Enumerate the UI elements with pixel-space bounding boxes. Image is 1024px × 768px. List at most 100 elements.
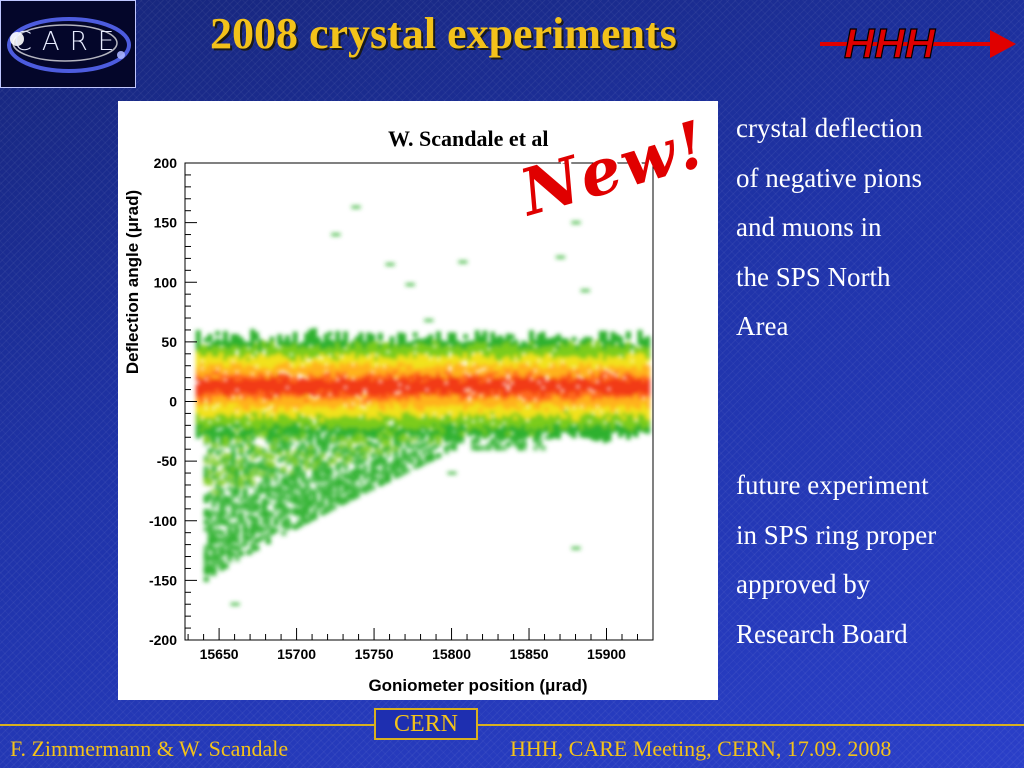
heatmap-cell: [296, 365, 302, 370]
heatmap-cell: [234, 402, 240, 407]
heatmap-tail-cell: [374, 451, 380, 457]
heatmap-cell: [300, 409, 306, 415]
heatmap-cell: [641, 385, 647, 390]
heatmap-tail-cell: [207, 469, 213, 475]
heatmap-outlier: [571, 546, 581, 550]
heatmap-tail-cell: [230, 448, 237, 454]
heatmap-cell: [509, 405, 515, 411]
heatmap-cell: [226, 430, 232, 436]
heatmap-tail-cell: [288, 476, 295, 482]
heatmap-cell: [598, 402, 604, 407]
heatmap-cell: [327, 399, 333, 405]
heatmap-cell: [254, 357, 259, 362]
heatmap-cell: [362, 416, 368, 421]
heatmap-cell: [261, 416, 267, 421]
heatmap-cell: [494, 401, 500, 407]
heatmap-cell: [598, 370, 604, 375]
heatmap-cell: [591, 414, 596, 420]
heatmap-tail-cell: [408, 451, 415, 457]
heatmap-cell: [529, 394, 534, 400]
heatmap-cell: [250, 382, 255, 388]
heatmap-cell: [385, 371, 391, 376]
heatmap-cell: [637, 365, 643, 371]
heatmap-cell: [544, 352, 550, 358]
heatmap-cell: [346, 361, 352, 367]
heatmap-cell: [211, 359, 217, 365]
heatmap-cell: [606, 408, 612, 413]
heatmap-cell: [521, 383, 527, 389]
heatmap-cell: [292, 364, 298, 369]
heatmap-tail-cell: [296, 511, 302, 517]
side-text-1-line: Area: [736, 311, 789, 341]
heatmap-cell: [598, 388, 604, 393]
heatmap-cell: [451, 425, 457, 431]
heatmap-cell: [257, 381, 263, 387]
heatmap-tail-cell: [393, 473, 399, 479]
heatmap-tail-cell: [397, 464, 403, 470]
heatmap-cell: [587, 358, 592, 364]
heatmap-cell: [265, 377, 271, 383]
heatmap-tail-cell: [323, 465, 330, 471]
heatmap-cell: [288, 427, 294, 433]
heatmap-tail-cell: [242, 519, 248, 525]
heatmap-cell: [478, 378, 484, 384]
heatmap-cell: [285, 421, 290, 426]
heatmap-cell: [327, 388, 333, 394]
heatmap-tail-cell: [246, 435, 252, 441]
heatmap-cell: [350, 397, 356, 403]
heatmap-tail-cell: [300, 441, 306, 447]
heatmap-cell: [591, 421, 596, 427]
heatmap-cell: [459, 414, 465, 420]
heatmap-cell: [257, 403, 263, 408]
heatmap-cell: [583, 412, 589, 417]
heatmap-cell: [575, 345, 581, 350]
heatmap-cell: [319, 395, 325, 401]
heatmap-cell: [312, 378, 317, 383]
x-tick-label: 15800: [432, 646, 471, 662]
heatmap-tail-cell: [346, 486, 353, 492]
heatmap-cell: [269, 379, 275, 385]
heatmap-cell: [467, 365, 472, 371]
heatmap-cell: [203, 412, 209, 418]
heatmap-cell: [358, 339, 364, 345]
heatmap-tail-cell: [281, 430, 287, 436]
heatmap-tail-cell: [203, 548, 209, 554]
heatmap-cell: [501, 403, 507, 408]
heatmap-cell: [579, 361, 585, 366]
heatmap-cell: [594, 372, 600, 377]
heatmap-cell: [374, 406, 379, 411]
heatmap-cell: [563, 395, 569, 401]
heatmap-cell: [625, 402, 631, 408]
heatmap-cell: [455, 433, 461, 439]
heatmap-cell: [366, 407, 372, 413]
heatmap-cell: [529, 419, 534, 425]
heatmap-cell: [242, 370, 248, 375]
heatmap-cell: [277, 423, 283, 429]
heatmap-tail-cell: [397, 439, 403, 445]
heatmap-cell: [552, 351, 558, 356]
heatmap-tail-cell: [517, 445, 523, 451]
heatmap-cell: [505, 333, 511, 339]
heatmap-tail-cell: [234, 553, 240, 559]
heatmap-cell: [544, 338, 550, 343]
heatmap-tail-cell: [304, 479, 310, 485]
heatmap-cell: [335, 345, 341, 350]
heatmap-cell: [447, 396, 453, 402]
heatmap-cell: [238, 415, 244, 421]
heatmap-cell: [517, 348, 523, 354]
heatmap-tail-cell: [354, 439, 361, 445]
heatmap-cell: [606, 343, 612, 349]
heatmap-cell: [226, 405, 232, 411]
heatmap-cell: [567, 384, 573, 389]
heatmap-cell: [346, 418, 352, 424]
heatmap-cell: [408, 341, 414, 347]
heatmap-tail-cell: [296, 472, 302, 478]
heatmap-cell: [257, 360, 263, 365]
heatmap-cell: [591, 403, 596, 409]
heatmap-cell: [223, 384, 228, 390]
heatmap-cell: [637, 362, 643, 367]
heatmap-tail-cell: [207, 541, 213, 547]
heatmap-cell: [277, 366, 283, 372]
heatmap-tail-cell: [250, 547, 256, 553]
heatmap-cell: [362, 351, 368, 357]
